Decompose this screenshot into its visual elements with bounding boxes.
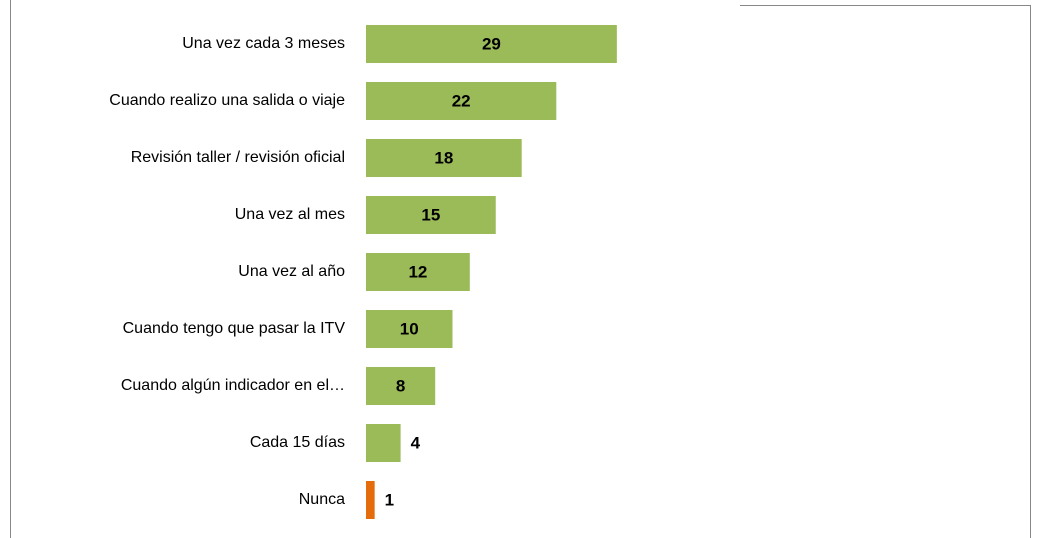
- bar: [366, 310, 453, 348]
- bar: [366, 196, 496, 234]
- bar: [366, 481, 375, 519]
- category-label: Una vez cada 3 meses: [182, 35, 345, 52]
- value-label: 12: [408, 262, 427, 281]
- value-label: 15: [421, 205, 440, 224]
- bar: [366, 25, 617, 63]
- category-label: Una vez al año: [238, 263, 345, 280]
- value-label: 8: [396, 376, 405, 395]
- category-label: Nunca: [299, 491, 345, 508]
- bar: [366, 253, 470, 291]
- category-label: Cuando algún indicador en el…: [121, 377, 345, 394]
- value-label: 4: [411, 433, 421, 452]
- value-label: 1: [385, 490, 394, 509]
- bar: [366, 82, 557, 120]
- category-label: Cuando tengo que pasar la ITV: [123, 320, 346, 337]
- value-label: 10: [400, 319, 419, 338]
- bar: [366, 367, 436, 405]
- category-label: Una vez al mes: [235, 206, 345, 223]
- category-label: Revisión taller / revisión oficial: [131, 149, 345, 166]
- value-label: 22: [452, 91, 471, 110]
- category-label: Cuando realizo una salida o viaje: [109, 92, 345, 109]
- value-label: 18: [434, 148, 453, 167]
- value-label: 29: [482, 34, 501, 53]
- bar: [366, 424, 401, 462]
- bar: [366, 139, 522, 177]
- category-label: Cada 15 días: [250, 434, 345, 451]
